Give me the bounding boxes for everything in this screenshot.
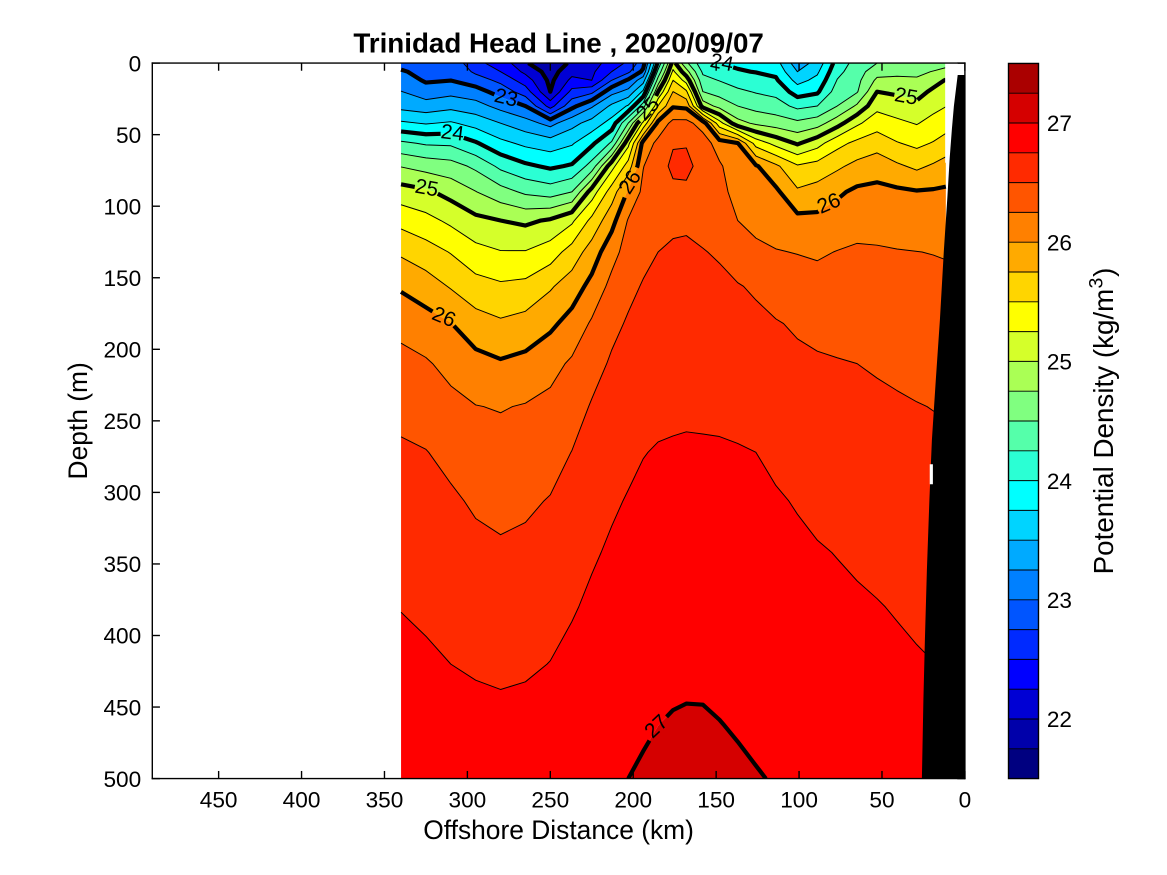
svg-text:P o t e: P o t e n t i a l D e n s i t y ( k g / … (1086, 261, 1119, 574)
svg-text:350: 350 (103, 552, 141, 577)
svg-text:50: 50 (869, 788, 894, 813)
svg-text:26: 26 (1047, 230, 1072, 255)
svg-text:100: 100 (103, 194, 141, 219)
svg-text:250: 250 (531, 788, 569, 813)
svg-text:150: 150 (697, 788, 735, 813)
svg-text:22: 22 (1047, 707, 1072, 732)
svg-text:24: 24 (440, 120, 466, 146)
svg-text:300: 300 (449, 788, 487, 813)
svg-text:350: 350 (366, 788, 404, 813)
svg-text:50: 50 (116, 123, 141, 148)
svg-text:450: 450 (103, 695, 141, 720)
svg-text:500: 500 (103, 767, 141, 792)
svg-text:0: 0 (129, 51, 142, 76)
svg-text:25: 25 (413, 175, 440, 202)
svg-text:250: 250 (103, 409, 141, 434)
svg-text:24: 24 (1047, 469, 1072, 494)
svg-text:Offshore Distance (km): Offshore Distance (km) (423, 815, 694, 845)
svg-text:400: 400 (283, 788, 321, 813)
svg-text:23: 23 (492, 84, 520, 112)
svg-text:23: 23 (1047, 588, 1072, 613)
svg-text:25: 25 (1047, 350, 1072, 375)
svg-text:Trinidad Head Line , 2020/09/0: Trinidad Head Line , 2020/09/07 (353, 28, 764, 59)
svg-text:25: 25 (893, 83, 920, 110)
svg-text:27: 27 (1047, 111, 1072, 136)
svg-text:200: 200 (614, 788, 652, 813)
svg-text:300: 300 (103, 481, 141, 506)
svg-text:Depth (m): Depth (m) (63, 362, 93, 479)
svg-text:0: 0 (959, 788, 972, 813)
svg-text:450: 450 (200, 788, 238, 813)
svg-text:200: 200 (103, 338, 141, 363)
svg-text:100: 100 (780, 788, 818, 813)
svg-text:150: 150 (103, 266, 141, 291)
svg-text:400: 400 (103, 624, 141, 649)
